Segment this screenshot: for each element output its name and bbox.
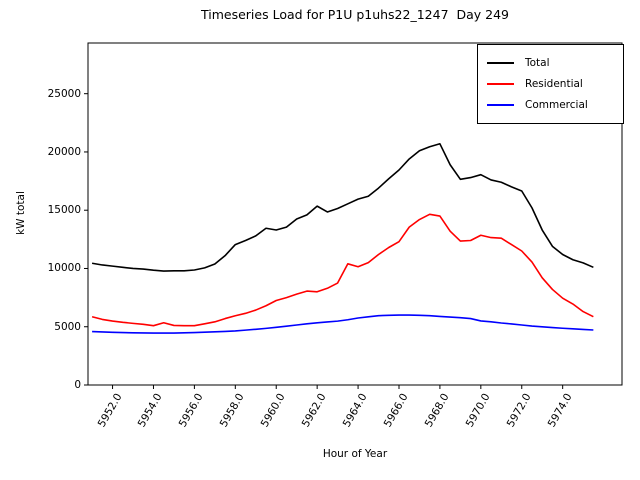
legend-line-swatch	[487, 61, 514, 64]
y-tick-label: 10000	[47, 262, 81, 275]
chart-title: Timeseries Load for P1U p1uhs22_1247 Day…	[201, 7, 509, 22]
legend-entry-total: Total	[487, 52, 614, 73]
series-line-commercial	[92, 314, 594, 334]
legend-entry-residential: Residential	[487, 73, 614, 94]
legend-label: Total	[525, 56, 550, 69]
y-tick-label: 0	[74, 379, 81, 391]
legend-label: Residential	[525, 77, 583, 90]
x-axis-label: Hour of Year	[322, 448, 388, 460]
axes-frame	[87, 42, 623, 386]
legend-line-swatch	[487, 103, 514, 106]
legend-line-swatch	[487, 82, 514, 85]
y-tick-label: 25000	[47, 87, 81, 100]
legend: Total Residential Commercial	[477, 44, 624, 124]
legend-entry-commercial: Commercial	[487, 94, 614, 115]
y-tick-label: 5000	[54, 320, 81, 333]
series-line-residential	[91, 213, 594, 327]
y-tick-label: 20000	[47, 145, 81, 158]
legend-label: Commercial	[525, 98, 588, 111]
series-line-total	[91, 142, 594, 272]
y-tick-label: 15000	[47, 204, 81, 217]
